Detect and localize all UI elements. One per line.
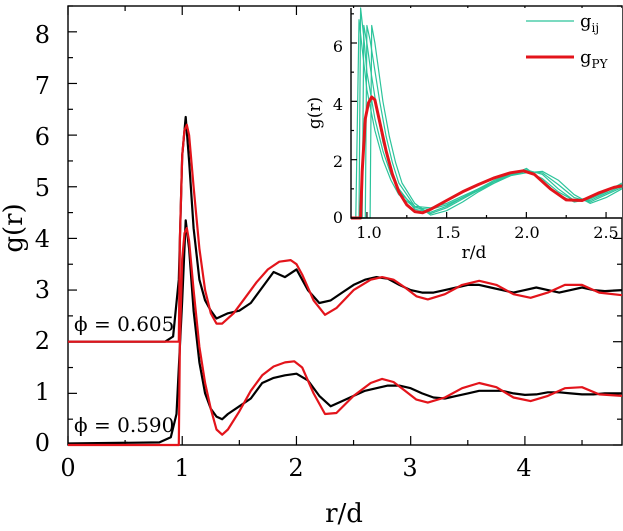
inset-y-axis-label: g(r) (305, 97, 325, 129)
inset-axis-ticks (351, 13, 607, 219)
inset-y-tick-label: 6 (333, 37, 343, 56)
main-x-axis-label: r/d (325, 499, 363, 529)
inset-x-axis-label: r/d (462, 243, 487, 263)
phi-605-annotation: ϕ = 0.605 (74, 312, 174, 336)
main-x-tick-label: 0 (60, 454, 75, 482)
inset-x-tick-label: 1.0 (356, 223, 381, 242)
main-y-tick-label: 7 (35, 72, 50, 100)
inset-gpy-line (351, 95, 623, 220)
main-plot-frame (67, 5, 623, 446)
series-measured-590-line (67, 219, 622, 445)
series-py-590-line (68, 227, 623, 447)
inset-x-tick-label: 1.5 (435, 223, 460, 242)
main-x-tick-label: 1 (174, 454, 189, 482)
series-py-605-line (68, 123, 623, 343)
inset-gij-line (351, 24, 623, 219)
main-y-tick-label: 2 (35, 327, 50, 355)
inset-y-tick-label: 2 (333, 152, 343, 171)
inset-gij-line (351, 24, 623, 219)
main-x-tick-labels: 0 1 2 3 4 (60, 454, 531, 482)
inset-x-tick-label: 2.0 (514, 223, 539, 242)
main-y-tick-label: 3 (35, 276, 50, 304)
inset-y-tick-labels: 0 2 4 6 (333, 37, 343, 227)
main-y-tick-label: 0 (35, 429, 50, 457)
main-x-tick-label: 3 (402, 454, 417, 482)
main-y-tick-label: 8 (35, 21, 50, 49)
main-y-tick-label: 1 (35, 378, 50, 406)
inset-y-tick-label: 4 (333, 95, 343, 114)
inset-x-tick-labels: 1.0 1.5 2.0 2.5 (356, 223, 618, 242)
inset-gij-line (351, 7, 623, 219)
inset-gij-line (351, 24, 623, 219)
main-y-tick-labels: 0 1 2 3 4 5 6 7 8 (35, 21, 50, 457)
series-measured-605-line (68, 115, 623, 343)
main-y-tick-label: 5 (35, 174, 50, 202)
legend-gpy-label: gPY (580, 47, 609, 71)
main-y-axis-label: g(r) (0, 203, 29, 252)
inset-x-tick-label: 2.5 (593, 223, 618, 242)
legend-names: g_ij, g_PY (0, 0, 5, 1)
main-x-tick-label: 2 (288, 454, 303, 482)
main-x-tick-label: 4 (516, 454, 531, 482)
main-y-tick-label: 4 (35, 225, 50, 253)
phi-590-annotation: ϕ = 0.590 (74, 413, 174, 437)
inset-y-tick-label: 0 (333, 208, 343, 227)
main-y-tick-label: 6 (35, 123, 50, 151)
